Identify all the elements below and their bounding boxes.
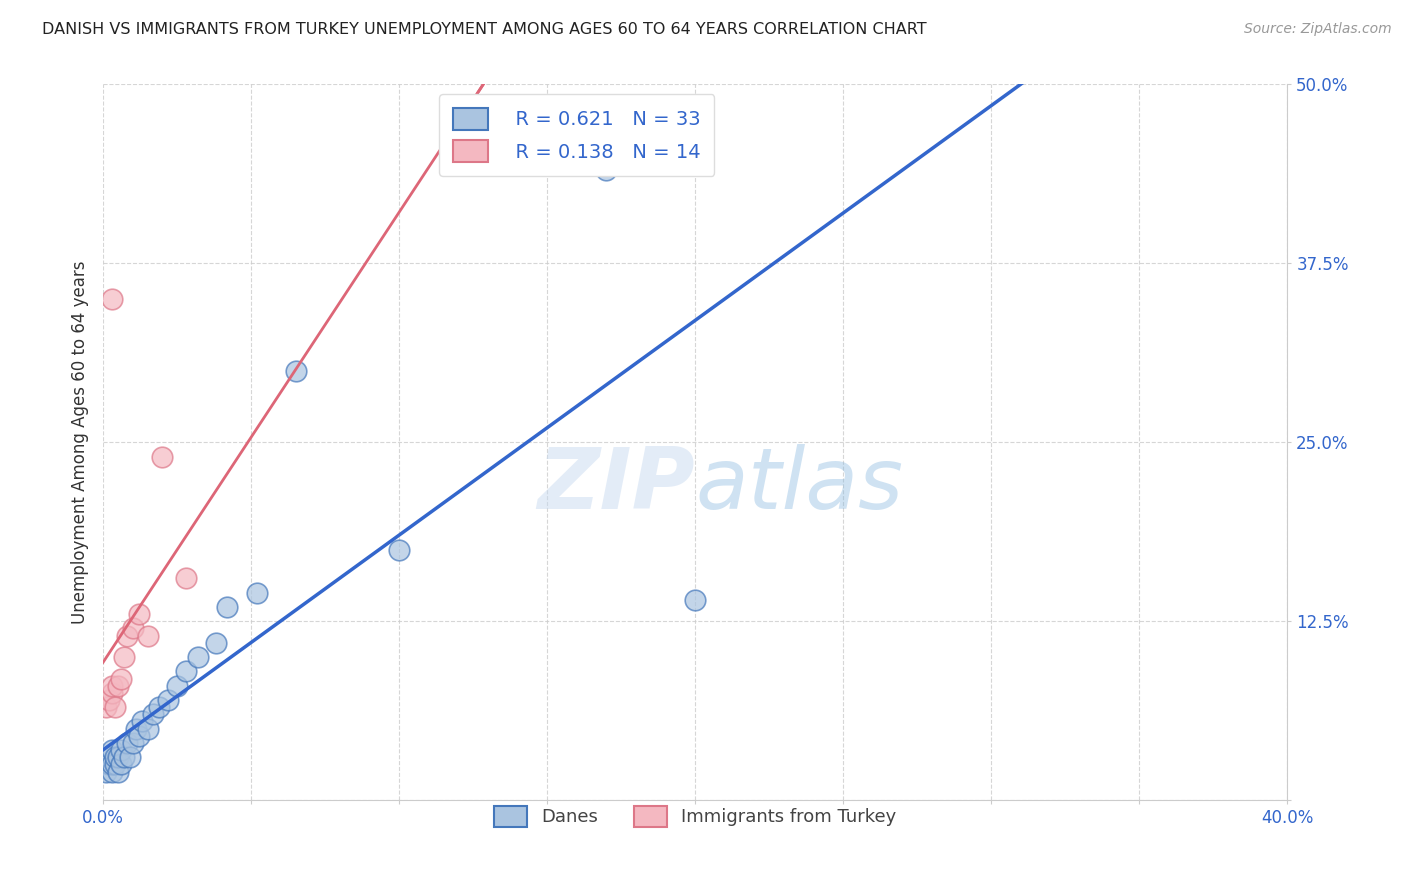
- Point: [118, 750, 141, 764]
- Point: [104, 700, 127, 714]
- Point: [595, 163, 617, 178]
- Point: [115, 629, 138, 643]
- Text: ZIP: ZIP: [537, 444, 695, 527]
- Point: [125, 722, 148, 736]
- Point: [101, 764, 124, 779]
- Point: [136, 722, 159, 736]
- Point: [131, 714, 153, 729]
- Point: [150, 450, 173, 464]
- Point: [128, 729, 150, 743]
- Point: [128, 607, 150, 621]
- Point: [187, 650, 209, 665]
- Point: [101, 686, 124, 700]
- Point: [246, 585, 269, 599]
- Point: [204, 636, 226, 650]
- Text: atlas: atlas: [695, 444, 903, 527]
- Point: [104, 757, 127, 772]
- Point: [388, 542, 411, 557]
- Point: [174, 571, 197, 585]
- Point: [110, 672, 132, 686]
- Point: [101, 679, 124, 693]
- Point: [101, 743, 124, 757]
- Legend: Danes, Immigrants from Turkey: Danes, Immigrants from Turkey: [486, 799, 904, 834]
- Y-axis label: Unemployment Among Ages 60 to 64 years: Unemployment Among Ages 60 to 64 years: [72, 260, 89, 624]
- Point: [136, 629, 159, 643]
- Point: [98, 750, 121, 764]
- Point: [217, 599, 239, 614]
- Point: [148, 700, 170, 714]
- Point: [101, 757, 124, 772]
- Text: DANISH VS IMMIGRANTS FROM TURKEY UNEMPLOYMENT AMONG AGES 60 TO 64 YEARS CORRELAT: DANISH VS IMMIGRANTS FROM TURKEY UNEMPLO…: [42, 22, 927, 37]
- Point: [683, 592, 706, 607]
- Point: [107, 750, 129, 764]
- Point: [166, 679, 188, 693]
- Point: [157, 693, 180, 707]
- Point: [94, 764, 117, 779]
- Text: Source: ZipAtlas.com: Source: ZipAtlas.com: [1244, 22, 1392, 37]
- Point: [110, 743, 132, 757]
- Point: [112, 750, 135, 764]
- Point: [101, 292, 124, 306]
- Point: [112, 650, 135, 665]
- Point: [121, 736, 143, 750]
- Point: [94, 700, 117, 714]
- Point: [174, 665, 197, 679]
- Point: [121, 622, 143, 636]
- Point: [284, 364, 307, 378]
- Point: [104, 750, 127, 764]
- Point: [98, 693, 121, 707]
- Point: [107, 679, 129, 693]
- Point: [115, 736, 138, 750]
- Point: [107, 764, 129, 779]
- Point: [98, 757, 121, 772]
- Point: [110, 757, 132, 772]
- Point: [142, 707, 165, 722]
